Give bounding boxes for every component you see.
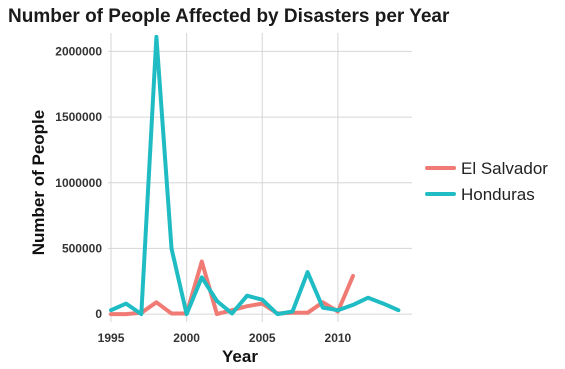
series-line-el-salvador <box>109 259 355 317</box>
grid-lines <box>108 33 412 322</box>
legend-label-honduras: Honduras <box>461 185 535 204</box>
legend-label-el-salvador: El Salvador <box>461 159 548 178</box>
y-tick-label: 500000 <box>62 241 102 255</box>
y-tick-label: 1500000 <box>55 110 102 124</box>
y-axis-title: Number of People <box>29 110 48 255</box>
series-lines <box>109 34 401 317</box>
series-line-honduras <box>109 34 401 317</box>
y-tick-label: 1000000 <box>55 176 102 190</box>
x-axis-title: Year <box>222 347 258 366</box>
y-tick-label: 0 <box>95 307 102 321</box>
y-tick-label: 2000000 <box>55 44 102 58</box>
x-tick-label: 2010 <box>325 331 352 345</box>
x-tick-label: 2000 <box>173 331 200 345</box>
y-axis-ticks: 0 500000 1000000 1500000 2000000 <box>55 44 102 321</box>
chart-title: Number of People Affected by Disasters p… <box>8 6 450 27</box>
legend: El Salvador Honduras <box>425 159 548 204</box>
x-axis-ticks: 1995 2000 2005 2010 <box>98 331 352 345</box>
x-tick-label: 1995 <box>98 331 125 345</box>
x-tick-label: 2005 <box>249 331 276 345</box>
